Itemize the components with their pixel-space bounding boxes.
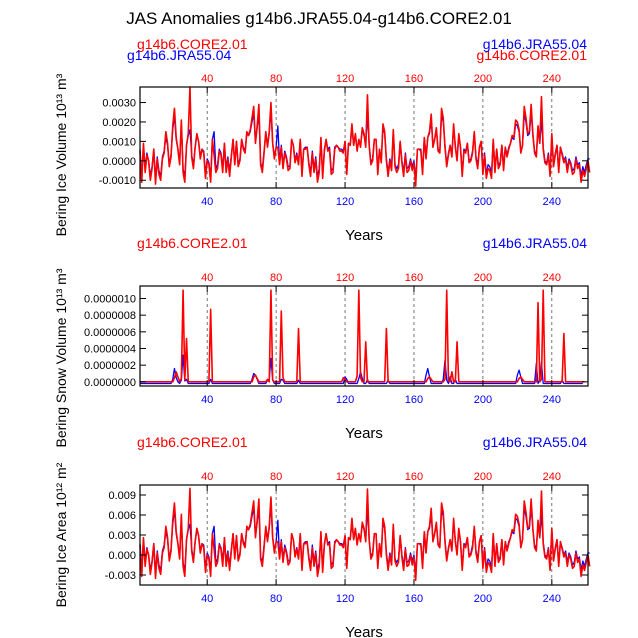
panel2-xtick-label: 240 <box>543 394 561 406</box>
panel3-xtick-label: 120 <box>336 593 354 605</box>
panel3-ytick-label: 0.009 <box>108 490 136 502</box>
panel3-xtick-label-top: 160 <box>405 471 423 483</box>
panel2-ytick-label: 0.0000004 <box>84 344 136 356</box>
panel2-ytick-label: 0.0000006 <box>84 327 136 339</box>
panel1-legend-right-under: g14b6.CORE2.01 <box>476 47 587 63</box>
panel3-xtick-label: 160 <box>405 593 423 605</box>
panel3-series-core-line <box>139 487 591 582</box>
panel3-xtick-label-top: 120 <box>336 471 354 483</box>
panel1-xtick-label-top: 40 <box>201 73 213 85</box>
panel3-xtick-label: 80 <box>270 593 282 605</box>
panel1-legend-left: g14b6.CORE2.01 <box>137 36 248 52</box>
panel3-xtick-label: 240 <box>543 593 561 605</box>
panel1-series-core-line <box>139 86 591 187</box>
panel2-xtick-label-top: 240 <box>543 272 561 284</box>
panel2-ylabel: Bering Snow Volume 10¹³ m³ <box>53 268 69 447</box>
panel1-legend-left-under: g14b6.JRA55.04 <box>127 47 232 63</box>
panel1-frame <box>139 86 589 189</box>
panel2-xlabel: Years <box>345 425 383 442</box>
panel1-xtick-label: 40 <box>201 196 213 208</box>
panel3-ytick-label: -0.003 <box>105 570 136 582</box>
panel1-ytick-label: 0.0030 <box>102 98 136 110</box>
panel2-ytick-label: 0.0000010 <box>84 294 136 306</box>
panel2-xtick-label-top: 160 <box>405 272 423 284</box>
panel1-xlabel: Years <box>345 227 383 244</box>
panel3-legend-right: g14b6.JRA55.04 <box>483 434 588 450</box>
panel2-legend-left: g14b6.CORE2.01 <box>137 235 248 251</box>
panel2-ytick-label: 0.0000008 <box>84 310 136 322</box>
panel1-ytick-label: -0.0010 <box>99 175 136 187</box>
panel3-xtick-label-top: 200 <box>474 471 492 483</box>
panel1-xtick-label: 120 <box>336 196 354 208</box>
panel2-xtick-label: 200 <box>474 394 492 406</box>
panel1-xtick-label: 160 <box>405 196 423 208</box>
panel2-xtick-label-top: 40 <box>201 272 213 284</box>
panel3-xtick-label-top: 240 <box>543 471 561 483</box>
panel1-xtick-label-top: 120 <box>336 73 354 85</box>
panel1-legend-right: g14b6.JRA55.04 <box>483 36 588 52</box>
panel2-legend-right: g14b6.JRA55.04 <box>483 235 588 251</box>
panel1-ytick-label: 0.0020 <box>102 117 136 129</box>
panel1-ytick-label: 0.0010 <box>102 136 136 148</box>
panel1-xtick-label: 80 <box>270 196 282 208</box>
panel2-xtick-label: 80 <box>270 394 282 406</box>
panel3-xtick-label: 200 <box>474 593 492 605</box>
panel1-ytick-label: 0.0000 <box>102 156 136 168</box>
panel2-xtick-label-top: 80 <box>270 272 282 284</box>
panel2-xtick-label: 120 <box>336 394 354 406</box>
panel2-frame <box>139 285 589 387</box>
panel3-legend-left: g14b6.CORE2.01 <box>137 434 248 450</box>
panel3-ytick-label: 0.000 <box>108 550 136 562</box>
panel2-series-jra-line <box>140 354 583 385</box>
panel3-ytick-label: 0.003 <box>108 530 136 542</box>
panel1-xtick-label: 200 <box>474 196 492 208</box>
panel3-xlabel: Years <box>345 624 383 638</box>
panel2-xtick-label-top: 120 <box>336 272 354 284</box>
panel2-xtick-label: 40 <box>201 394 213 406</box>
panel3-xtick-label-top: 80 <box>270 471 282 483</box>
panel1-xtick-label-top: 80 <box>270 73 282 85</box>
panel1-xtick-label-top: 160 <box>405 73 423 85</box>
panel1-xtick-label: 240 <box>543 196 561 208</box>
panel3-xtick-label-top: 40 <box>201 471 213 483</box>
panel3-ytick-label: 0.006 <box>108 510 136 522</box>
panel1-xtick-label-top: 200 <box>474 73 492 85</box>
panel2-series-core-line <box>140 289 585 383</box>
panel2-xtick-label-top: 200 <box>474 272 492 284</box>
panel2-xtick-label: 160 <box>405 394 423 406</box>
panel1-ylabel: Bering Ice Volume 10¹³ m³ <box>53 73 69 236</box>
panel3-ylabel: Bering Ice Area 10¹² m² <box>53 462 69 607</box>
panel2-ytick-label: 0.0000000 <box>84 377 136 389</box>
panel2-ytick-label: 0.0000002 <box>84 360 136 372</box>
panel1-xtick-label-top: 240 <box>543 73 561 85</box>
panel3-xtick-label: 40 <box>201 593 213 605</box>
figure-title: JAS Anomalies g14b6.JRA55.04-g14b6.CORE2… <box>126 9 512 28</box>
